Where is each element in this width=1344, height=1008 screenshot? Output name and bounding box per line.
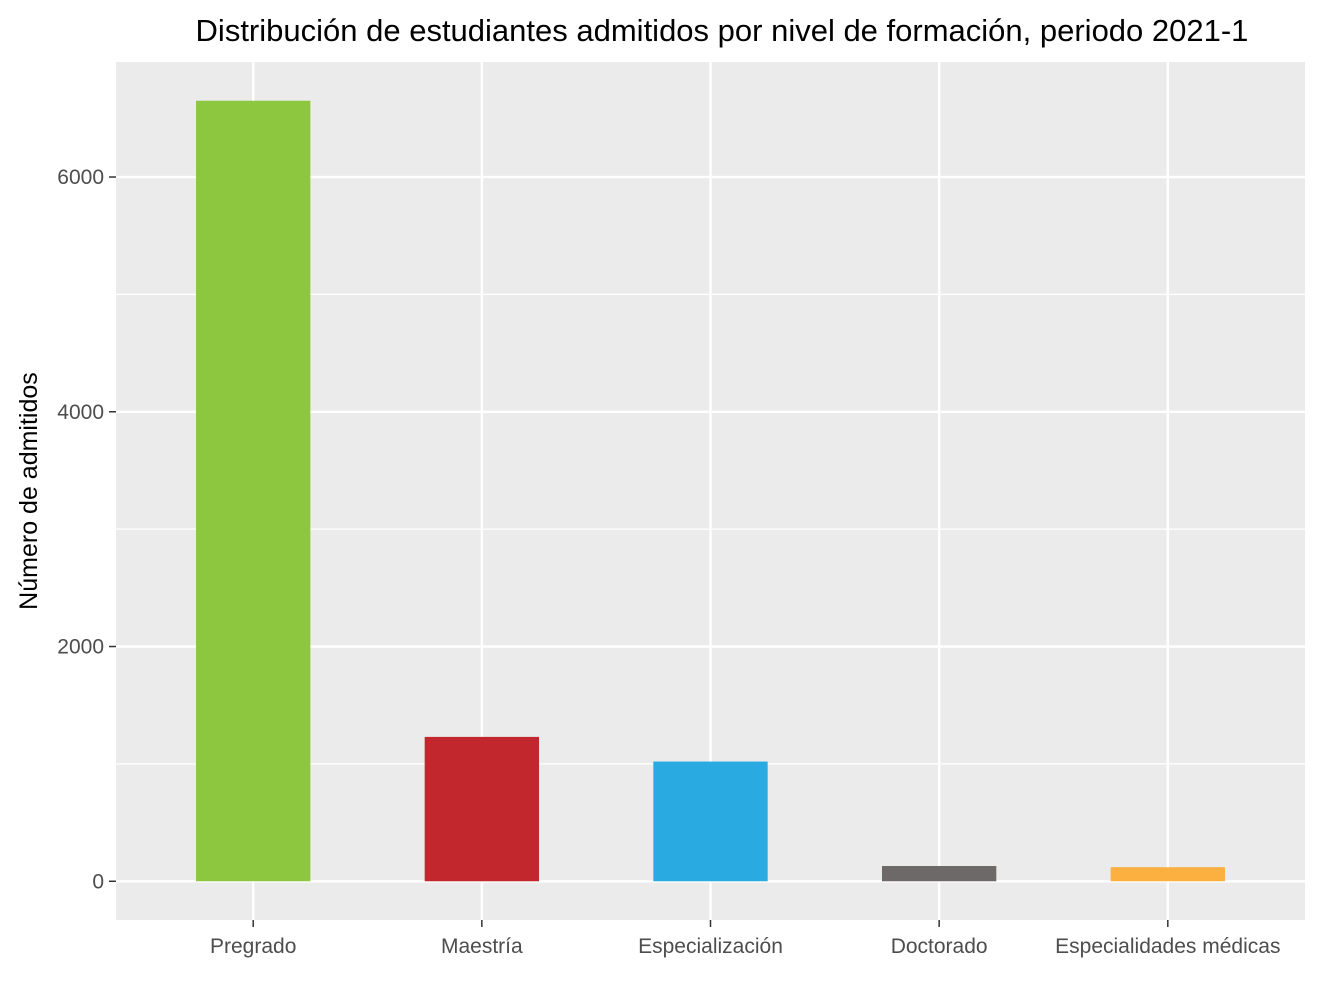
y-tick-label: 4000	[57, 401, 104, 424]
x-tick-label: Especialización	[638, 935, 783, 958]
y-tick-label: 2000	[57, 636, 104, 659]
bar-doctorado	[881, 866, 997, 882]
x-tick-label: Especialidades médicas	[1055, 935, 1280, 958]
bar-especialización	[653, 761, 768, 882]
y-axis-label: Número de admitidos	[15, 372, 43, 610]
bar-especialidades-médicas	[1110, 867, 1225, 882]
y-axis: 0 2000 4000 6000	[57, 166, 116, 893]
bars	[196, 100, 1225, 882]
chart-title: Distribución de estudiantes admitidos po…	[196, 13, 1249, 48]
x-axis: Pregrado Maestría Especialización Doctorado…	[210, 920, 1280, 958]
bar-pregrado	[196, 100, 311, 882]
x-tick-label: Maestría	[441, 935, 523, 958]
x-tick-label: Doctorado	[891, 935, 988, 958]
y-tick-label: 6000	[57, 166, 104, 189]
bar-maestría	[424, 736, 540, 882]
y-tick-label: 0	[92, 870, 104, 893]
x-tick-label: Pregrado	[210, 935, 296, 958]
